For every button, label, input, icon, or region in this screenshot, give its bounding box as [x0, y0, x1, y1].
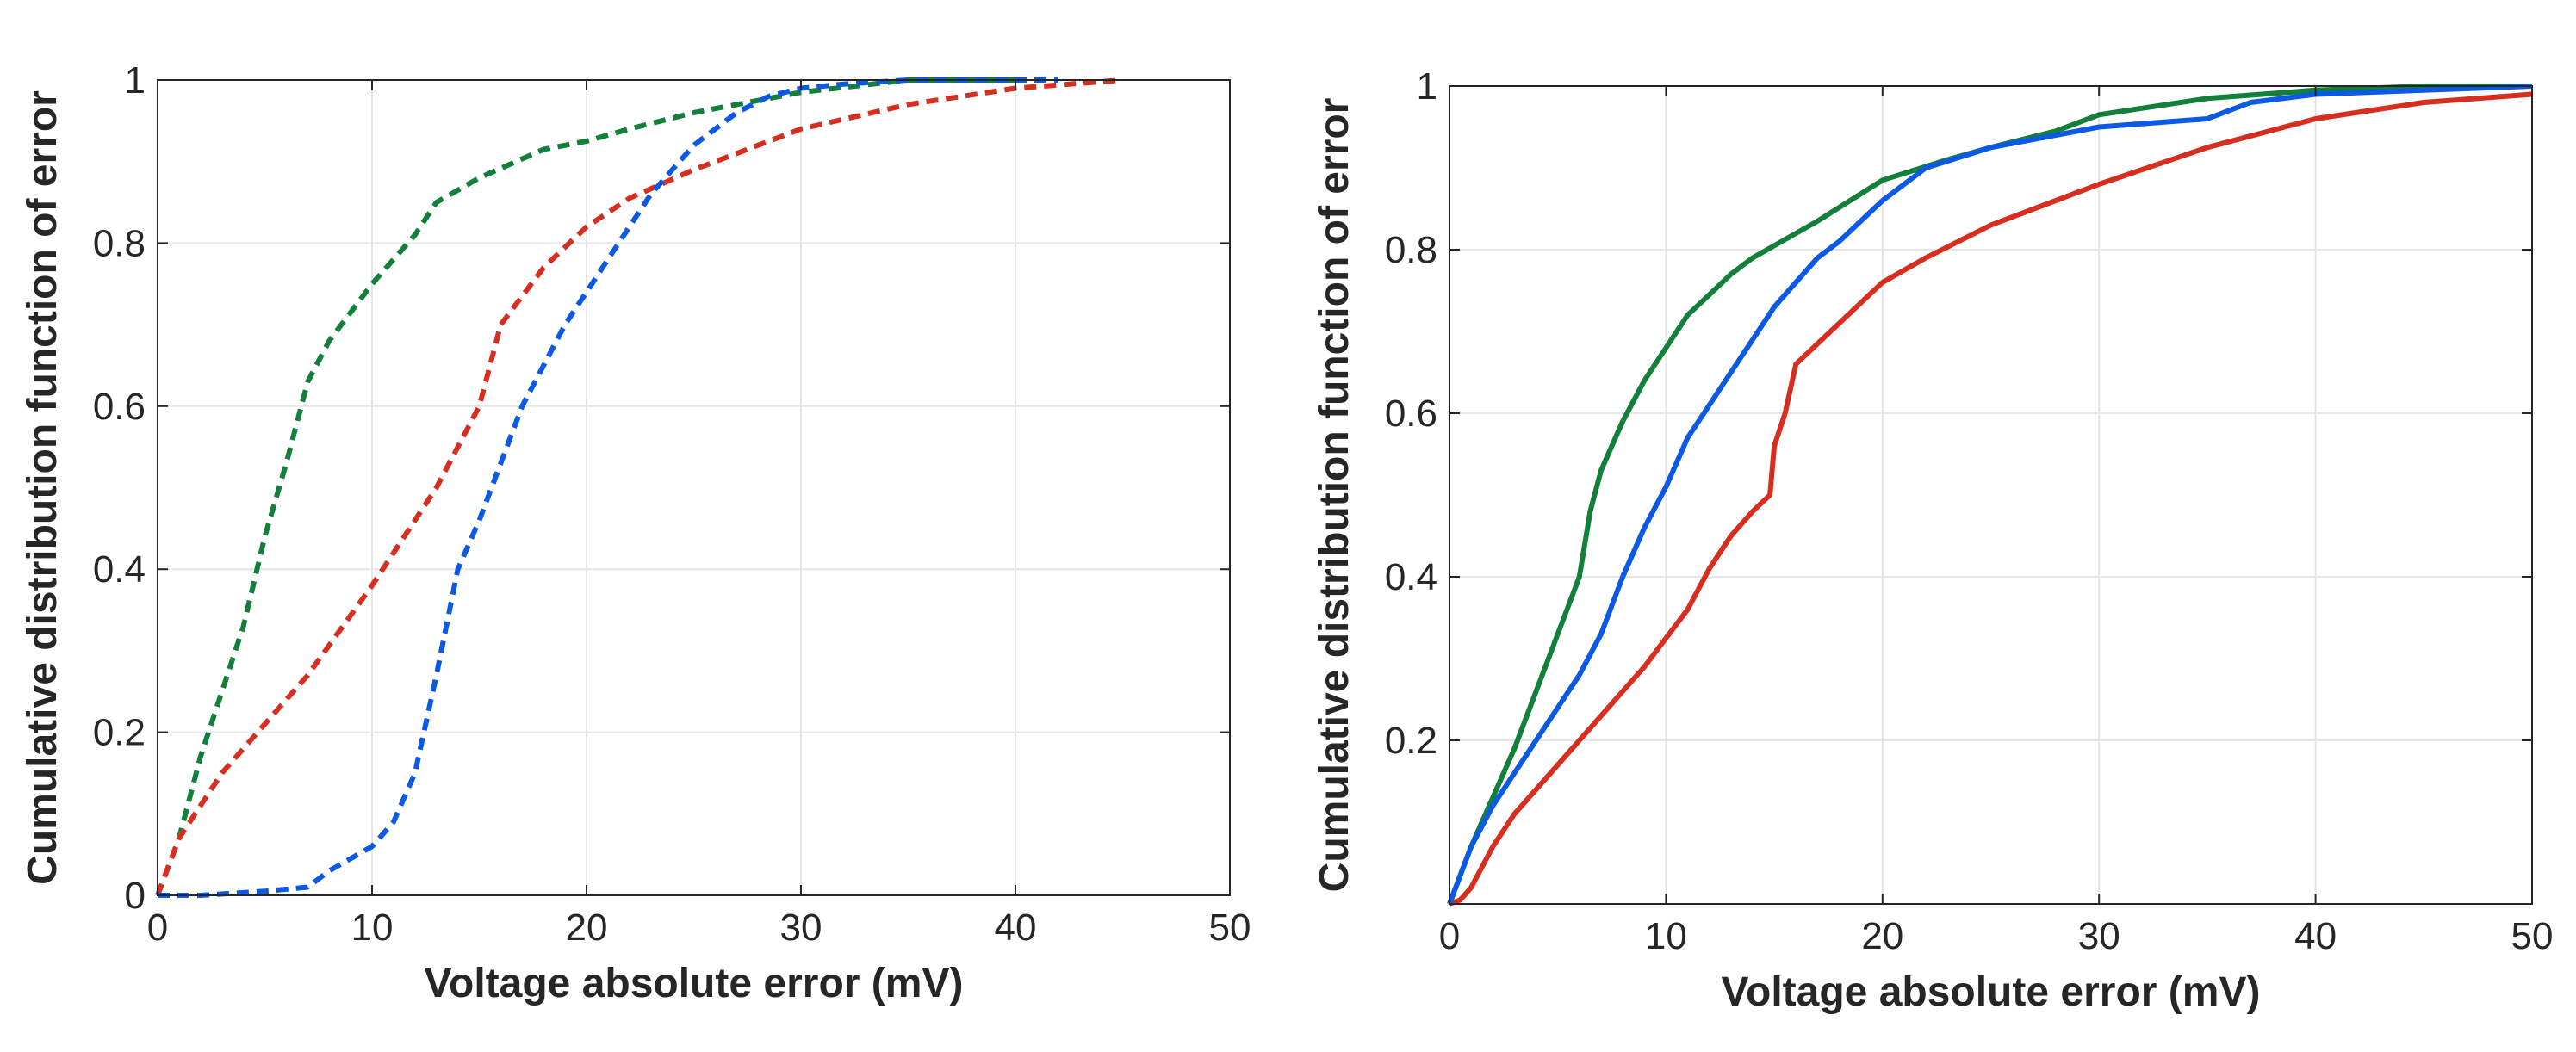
ticks-right: 0 10 20 30 40 50 0.2 0.4 0.6 0.8 1: [1385, 65, 2554, 957]
y-tick-label: 1: [1417, 65, 1437, 108]
x-tick-label: 50: [2511, 915, 2554, 957]
x-tick-label: 10: [351, 907, 394, 949]
x-axis-label-left: Voltage absolute error (mV): [425, 961, 964, 1006]
x-tick-label: 40: [995, 907, 1037, 949]
y-tick-label: 0.8: [93, 222, 146, 264]
y-axis-label-left: Cumulative distribution function of erro…: [20, 90, 65, 885]
y-tick-label: 0.2: [93, 712, 146, 754]
series-line-right-1: [1448, 91, 2533, 907]
y-tick-label: 1: [125, 59, 146, 102]
y-tick-label: 0.6: [93, 386, 146, 428]
chart-left: 0 10 20 30 40 50 0 0.2 0.4 0.6 0.8 1 Voltage absolu…: [20, 59, 1251, 1006]
x-tick-label: 50: [1209, 907, 1251, 949]
x-tick-label: 0: [1439, 915, 1460, 957]
x-tick-label: 40: [2294, 915, 2337, 957]
series-left: [155, 77, 1123, 898]
plot-frame-left: [157, 79, 1231, 896]
series-line-right-2: [1447, 84, 2533, 906]
grid-right: [1449, 86, 2532, 904]
y-tick-label: 0.6: [1385, 393, 1437, 435]
y-tick-label: 0.4: [93, 548, 146, 591]
x-tick-label: 20: [1861, 915, 1903, 957]
ticks-left: 0 10 20 30 40 50 0 0.2 0.4 0.6 0.8 1: [93, 59, 1251, 949]
plot-frame-right: [1449, 85, 2533, 905]
x-tick-label: 0: [147, 907, 168, 949]
y-tick-label: 0.2: [1385, 720, 1437, 762]
x-tick-label: 30: [2078, 915, 2120, 957]
x-tick-label: 10: [1645, 915, 1687, 957]
series-line-left-2: [158, 77, 1058, 898]
y-tick-label: 0.8: [1385, 229, 1437, 271]
series-line-right-0: [1447, 84, 2532, 906]
series-line-left-1: [155, 77, 1123, 897]
grid-left: [158, 80, 1230, 895]
x-axis-label-right: Voltage absolute error (mV): [1722, 969, 2261, 1015]
chart-right: 0 10 20 30 40 50 0.2 0.4 0.6 0.8 1 Voltage absolut…: [1312, 65, 2553, 1015]
series-line-left-0: [155, 77, 1015, 897]
x-tick-label: 20: [566, 907, 608, 949]
series-right: [1447, 84, 2533, 907]
x-tick-label: 30: [780, 907, 822, 949]
y-tick-label: 0: [125, 875, 146, 917]
y-tick-label: 0.4: [1385, 556, 1437, 598]
y-axis-label-right: Cumulative distribution function of erro…: [1312, 98, 1357, 893]
